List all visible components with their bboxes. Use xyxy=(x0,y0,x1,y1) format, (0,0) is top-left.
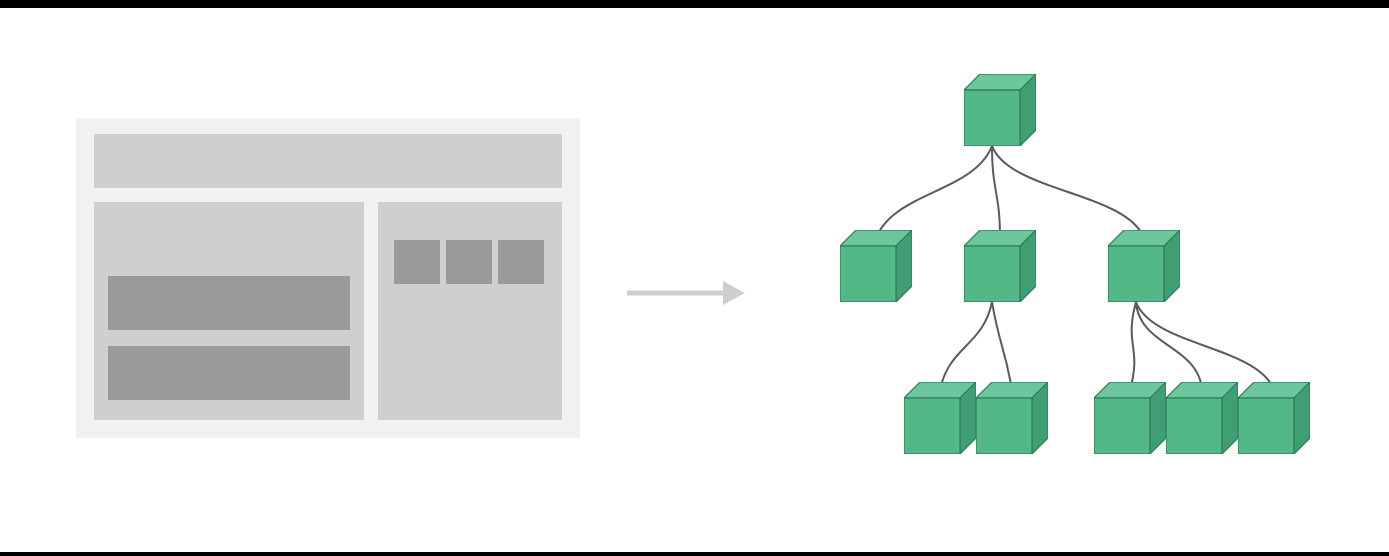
wireframe-sidebar-block xyxy=(378,202,562,420)
cube-node-c1 xyxy=(1094,382,1166,454)
cube-node-c2 xyxy=(1166,382,1238,454)
wireframe-content-row-1 xyxy=(108,276,350,330)
cube-node-root xyxy=(964,74,1036,146)
wireframe-header-block xyxy=(94,134,562,188)
wireframe-thumbnail-2 xyxy=(446,240,492,284)
cube-node-b2 xyxy=(976,382,1048,454)
cube-node-b1 xyxy=(904,382,976,454)
cube-node-c xyxy=(1108,230,1180,302)
bottom-border-bar xyxy=(0,552,1389,556)
cube-node-b xyxy=(964,230,1036,302)
wireframe-content-row-2 xyxy=(108,346,350,400)
cube-node-a xyxy=(840,230,912,302)
cube-node-c3 xyxy=(1238,382,1310,454)
diagram-frame xyxy=(0,0,1389,556)
wireframe-thumbnail-3 xyxy=(498,240,544,284)
wireframe-thumbnail-1 xyxy=(394,240,440,284)
top-border-bar xyxy=(0,0,1389,8)
